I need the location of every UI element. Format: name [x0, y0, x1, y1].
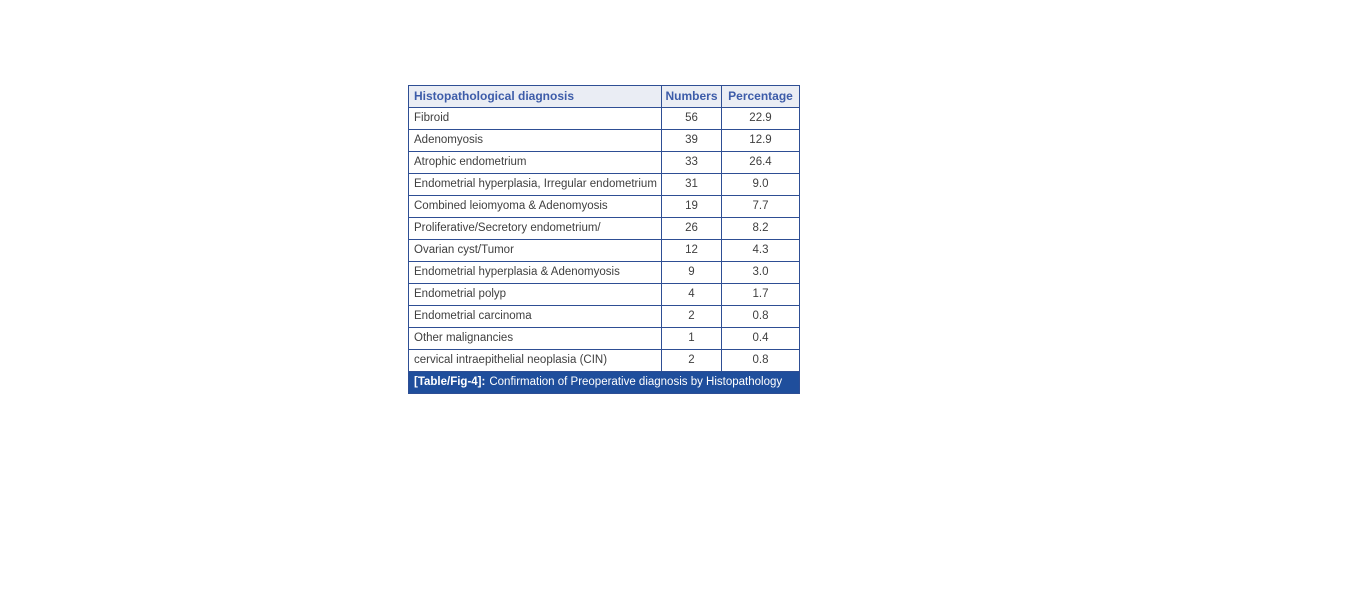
diagnosis-cell: Endometrial carcinoma — [408, 305, 662, 328]
numbers-cell: 26 — [661, 217, 722, 240]
table-row: Fibroid 56 22.9 — [408, 107, 800, 130]
numbers-cell: 19 — [661, 195, 722, 218]
table-row: Proliferative/Secretory endometrium/ 26 … — [408, 217, 800, 240]
table-row: Endometrial polyp 4 1.7 — [408, 283, 800, 306]
diagnosis-cell: Endometrial hyperplasia & Adenomyosis — [408, 261, 662, 284]
percentage-cell: 0.8 — [721, 349, 800, 372]
table-row: Combined leiomyoma & Adenomyosis 19 7.7 — [408, 195, 800, 218]
percentage-cell: 8.2 — [721, 217, 800, 240]
diagnosis-cell: cervical intraepithelial neoplasia (CIN) — [408, 349, 662, 372]
table-caption: [Table/Fig-4]: Confirmation of Preoperati… — [408, 371, 800, 394]
percentage-cell: 22.9 — [721, 107, 800, 130]
percentage-cell: 12.9 — [721, 129, 800, 152]
caption-row: [Table/Fig-4]: Confirmation of Preoperati… — [408, 371, 800, 394]
numbers-cell: 33 — [661, 151, 722, 174]
diagnosis-cell: Fibroid — [408, 107, 662, 130]
numbers-cell: 12 — [661, 239, 722, 262]
numbers-cell: 1 — [661, 327, 722, 350]
header-row: Histopathological diagnosis Numbers Perc… — [408, 85, 800, 108]
diagnosis-cell: Other malignancies — [408, 327, 662, 350]
percentage-cell: 9.0 — [721, 173, 800, 196]
histopathology-table: Histopathological diagnosis Numbers Perc… — [408, 85, 800, 394]
diagnosis-cell: Combined leiomyoma & Adenomyosis — [408, 195, 662, 218]
table-header: Histopathological diagnosis Numbers Perc… — [408, 85, 800, 108]
caption-text: Confirmation of Preoperative diagnosis b… — [489, 376, 783, 388]
numbers-cell: 2 — [661, 305, 722, 328]
percentage-cell: 4.3 — [721, 239, 800, 262]
diagnosis-cell: Endometrial hyperplasia, Irregular endom… — [408, 173, 662, 196]
diagnosis-cell: Proliferative/Secretory endometrium/ — [408, 217, 662, 240]
header-numbers: Numbers — [661, 85, 722, 108]
numbers-cell: 31 — [661, 173, 722, 196]
percentage-cell: 7.7 — [721, 195, 800, 218]
table-body: Fibroid 56 22.9 Adenomyosis 39 12.9 Atro… — [408, 107, 800, 394]
table-row: Atrophic endometrium 33 26.4 — [408, 151, 800, 174]
table-row: Other malignancies 1 0.4 — [408, 327, 800, 350]
table-figure: Histopathological diagnosis Numbers Perc… — [408, 85, 800, 394]
diagnosis-cell: Ovarian cyst/Tumor — [408, 239, 662, 262]
percentage-cell: 1.7 — [721, 283, 800, 306]
diagnosis-cell: Endometrial polyp — [408, 283, 662, 306]
percentage-cell: 0.8 — [721, 305, 800, 328]
percentage-cell: 0.4 — [721, 327, 800, 350]
table-row: Ovarian cyst/Tumor 12 4.3 — [408, 239, 800, 262]
table-row: Endometrial carcinoma 2 0.8 — [408, 305, 800, 328]
percentage-cell: 3.0 — [721, 261, 800, 284]
caption-label: [Table/Fig-4]: — [414, 376, 486, 388]
diagnosis-cell: Atrophic endometrium — [408, 151, 662, 174]
numbers-cell: 2 — [661, 349, 722, 372]
numbers-cell: 56 — [661, 107, 722, 130]
table-row: Endometrial hyperplasia, Irregular endom… — [408, 173, 800, 196]
numbers-cell: 4 — [661, 283, 722, 306]
table-row: Endometrial hyperplasia & Adenomyosis 9 … — [408, 261, 800, 284]
header-diagnosis: Histopathological diagnosis — [408, 85, 662, 108]
header-percentage: Percentage — [721, 85, 800, 108]
table-row: Adenomyosis 39 12.9 — [408, 129, 800, 152]
table-row: cervical intraepithelial neoplasia (CIN)… — [408, 349, 800, 372]
diagnosis-cell: Adenomyosis — [408, 129, 662, 152]
numbers-cell: 9 — [661, 261, 722, 284]
numbers-cell: 39 — [661, 129, 722, 152]
percentage-cell: 26.4 — [721, 151, 800, 174]
